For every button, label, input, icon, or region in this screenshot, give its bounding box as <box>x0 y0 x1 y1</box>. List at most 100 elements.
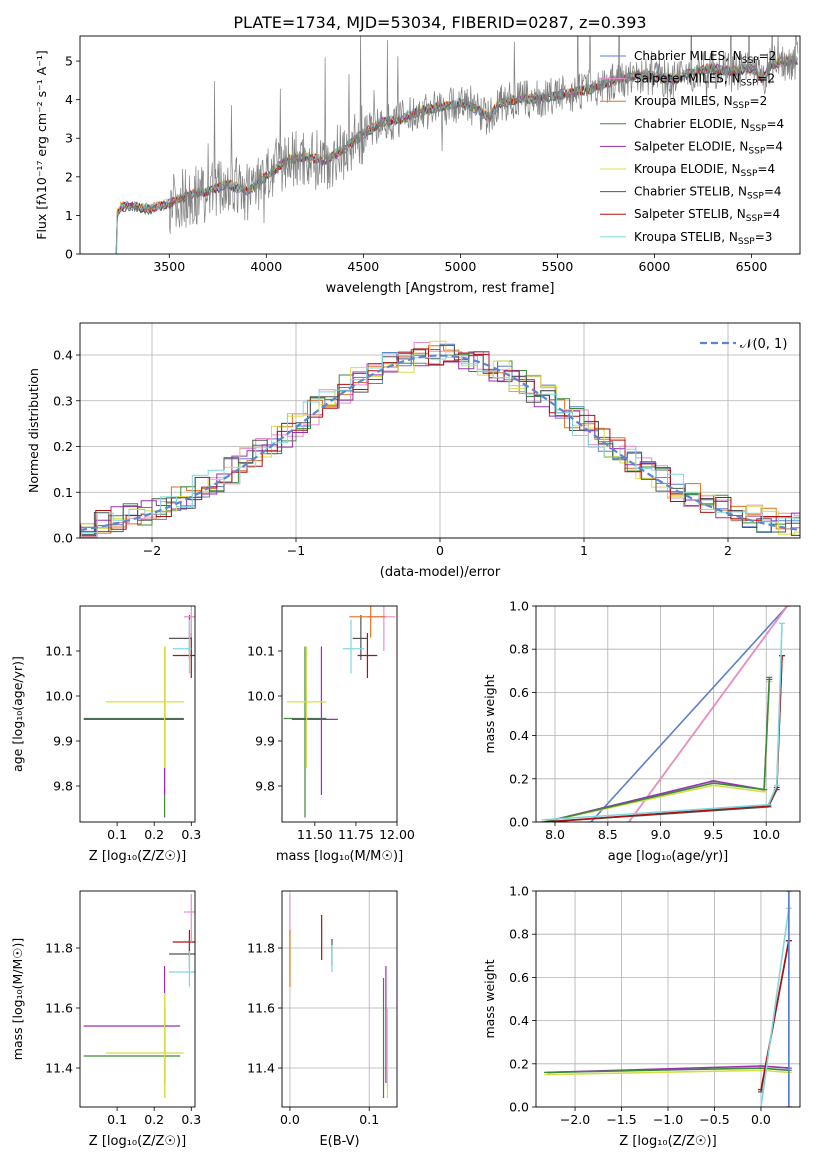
y-tick-label: 9.8 <box>255 779 275 794</box>
y-tick-label: 10.1 <box>247 644 275 659</box>
y-tick-label: 0.4 <box>53 348 73 363</box>
y-tick-label: 0.6 <box>509 685 529 700</box>
x-tick-label: −0.5 <box>699 1112 729 1127</box>
age_vs_Z-panel: 0.1 0.2 0.3 9.8 9.9 10.0 10.1 Z [log₁₀(Z/Z☉)] ag… <box>10 605 201 864</box>
x-tick-label: 11.75 <box>338 827 374 842</box>
x-tick-label: 0.1 <box>107 1112 127 1127</box>
x-tick-label: −2 <box>143 543 161 558</box>
weight-line-salpeter_elodie <box>544 679 771 822</box>
weight-line-chabrier_stelib <box>544 655 783 822</box>
x-tick-label: 5000 <box>444 259 476 274</box>
y-tick-label: 0.4 <box>509 728 529 743</box>
y-tick-label: 0 <box>65 247 73 262</box>
x-tick-label: 9.5 <box>703 827 723 842</box>
x-axis-label: age [log₁₀(age/yr)] <box>608 849 729 864</box>
x-tick-label: 5500 <box>542 259 574 274</box>
y-tick-label: 1.0 <box>509 884 529 899</box>
weight-line-chabrier_elodie <box>544 677 771 822</box>
x-tick-label: 6500 <box>736 259 768 274</box>
x-tick-label: 4000 <box>250 259 282 274</box>
x-tick-label: 10.0 <box>752 827 780 842</box>
spectrum-panel: 3500 4000 4500 5000 5500 6000 6500 0 1 2 3 4 5 wavele… <box>34 35 801 296</box>
x-tick-label: 0.1 <box>359 1112 379 1127</box>
gaussian-curve <box>80 354 800 532</box>
y-axis-label: mass [log₁₀(M/M☉)] <box>10 938 25 1060</box>
spectrum-lines <box>114 36 799 254</box>
legend-label-salpeter_stelib: Salpeter STELIB, NSSP=4 <box>634 207 780 224</box>
axes-frame <box>79 890 196 1108</box>
y-tick-label: 9.9 <box>53 734 73 749</box>
error-bars <box>83 894 195 1098</box>
weight-lines <box>541 606 791 822</box>
x-tick-label: 8.0 <box>545 827 565 842</box>
x-tick-label: 0.3 <box>181 1112 201 1127</box>
x-tick-label: 9.0 <box>651 827 671 842</box>
y-axis-label: mass weight <box>482 959 497 1038</box>
histograms <box>80 340 800 538</box>
y-tick-label: 11.6 <box>45 1001 73 1016</box>
y-axis-label: Normed distribution <box>26 368 41 493</box>
residuals-panel: −2 −1 0 1 2 0.0 0.1 0.2 0.3 0.4 (data-model)/error… <box>26 322 801 580</box>
x-tick-label: 0.3 <box>181 827 201 842</box>
y-tick-label: 1.0 <box>509 599 529 614</box>
y-tick-label: 0.2 <box>509 771 529 786</box>
axes-frame <box>281 605 398 823</box>
error-bars <box>283 606 396 818</box>
axes-frame <box>79 605 196 823</box>
mass_vs_Z-panel: 0.1 0.2 0.3 11.4 11.6 11.8 Z [log₁₀(Z/Z☉)] mass… <box>10 890 201 1149</box>
x-tick-label: 0.2 <box>144 1112 164 1127</box>
spectrum-legend: Chabrier MILES, NSSP=2 Salpeter MILES, NS… <box>600 49 784 247</box>
y-axis-label: age [log₁₀(age/yr)] <box>10 656 25 772</box>
y-tick-label: 9.9 <box>255 734 275 749</box>
y-tick-label: 0.0 <box>509 815 529 830</box>
weight_vs_Z-panel: −2.0 −1.5 −1.0 −0.5 0.0 0.0 0.2 0.4 0.6 0.8 1.0 Z [… <box>482 884 801 1149</box>
y-tick-label: 11.6 <box>247 1001 275 1016</box>
y-tick-label: 2 <box>65 169 73 184</box>
error-bars <box>83 606 195 818</box>
legend-label-chabrier_elodie: Chabrier ELODIE, NSSP=4 <box>634 117 784 134</box>
observed-spectrum-line <box>114 36 799 254</box>
x-tick-label: 11.50 <box>297 827 333 842</box>
legend-label-kroupa_elodie: Kroupa ELODIE, NSSP=4 <box>634 162 775 179</box>
error-bars <box>289 894 389 1098</box>
axes-frame <box>535 890 801 1108</box>
axes-frame <box>281 890 398 1108</box>
y-tick-label: 5 <box>65 54 73 69</box>
axes-frame <box>79 322 801 539</box>
weight-line-kroupa_stelib <box>760 908 790 1107</box>
y-tick-label: 0.2 <box>53 439 73 454</box>
y-axis-label: Flux [fλ10⁻¹⁷ erg cm⁻² s⁻¹ A⁻¹] <box>34 50 49 239</box>
legend-label-salpeter_miles: Salpeter MILES, NSSP=2 <box>634 72 775 89</box>
y-tick-label: 11.8 <box>45 941 73 956</box>
y-tick-label: 0.4 <box>509 1013 529 1028</box>
x-tick-label: 0.2 <box>144 827 164 842</box>
legend-label-chabrier_miles: Chabrier MILES, NSSP=2 <box>634 49 776 66</box>
y-tick-label: 10.0 <box>45 689 73 704</box>
y-tick-label: 4 <box>65 92 73 107</box>
x-tick-label: 6000 <box>639 259 671 274</box>
histogram-salpeter_miles <box>80 342 800 538</box>
y-tick-label: 0.0 <box>53 531 73 546</box>
y-tick-label: 0.2 <box>509 1056 529 1071</box>
x-tick-label: 0.0 <box>751 1112 771 1127</box>
histogram-kroupa_stelib <box>80 352 800 538</box>
x-tick-label: 12.00 <box>379 827 415 842</box>
x-tick-label: 0.0 <box>280 1112 300 1127</box>
y-tick-label: 1 <box>65 208 73 223</box>
y-tick-label: 0.3 <box>53 393 73 408</box>
y-tick-label: 11.4 <box>45 1061 73 1076</box>
legend-label-kroupa_miles: Kroupa MILES, NSSP=2 <box>634 94 767 111</box>
x-axis-label: E(B-V) <box>319 1134 359 1149</box>
x-tick-label: 4500 <box>347 259 379 274</box>
weight-lines <box>544 891 792 1107</box>
x-tick-label: 0.1 <box>107 827 127 842</box>
histogram-kroupa_miles <box>80 345 800 534</box>
x-tick-label: −1.0 <box>653 1112 683 1127</box>
weight_vs_age-panel: 8.0 8.5 9.0 9.5 10.0 0.0 0.2 0.4 0.6 0.8 1.0 age [l… <box>482 599 801 864</box>
x-axis-label: Z [log₁₀(Z/Z☉)] <box>89 849 186 864</box>
weight-line-salpeter_miles <box>628 606 788 822</box>
y-tick-label: 11.8 <box>247 941 275 956</box>
legend-label-chabrier_stelib: Chabrier STELIB, NSSP=4 <box>634 185 782 202</box>
mass_vs_ebv-panel: 0.0 0.1 11.4 11.6 11.8 E(B-V) <box>247 890 398 1149</box>
histogram-salpeter_stelib <box>80 348 800 537</box>
